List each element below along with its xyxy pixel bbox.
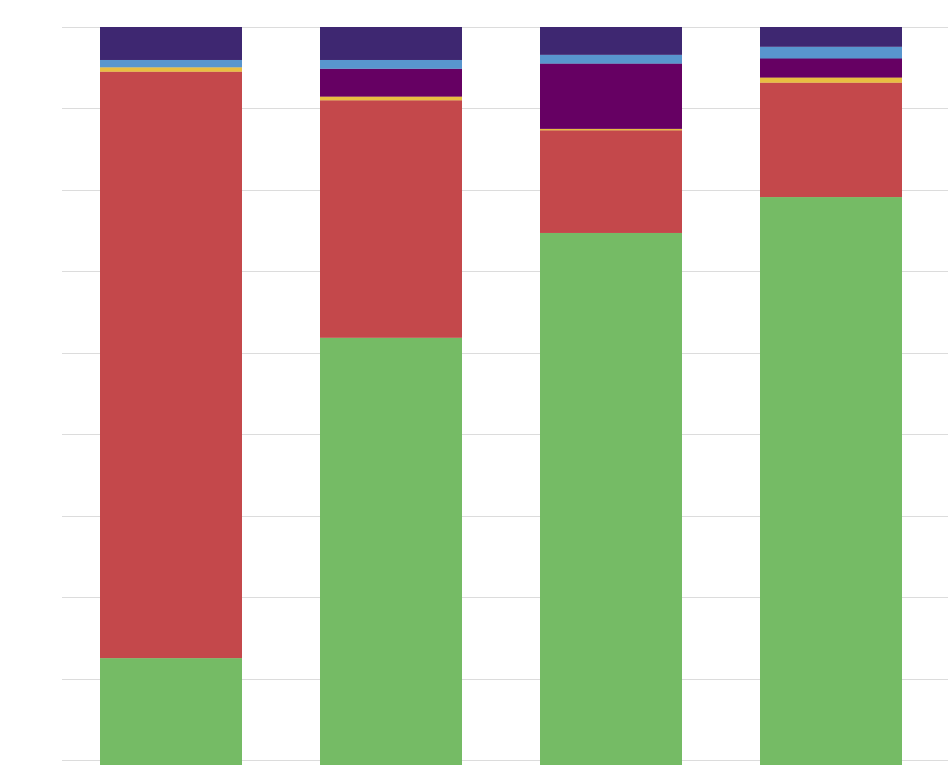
bar-segment-3-6 <box>540 27 682 55</box>
bar-segment-1-1 <box>100 658 242 760</box>
bar-segment-3-3 <box>540 128 682 131</box>
bar-segment-4-2 <box>760 82 902 198</box>
bar-segment-4-6 <box>760 27 902 47</box>
bar-segment-4-3 <box>760 77 902 83</box>
bar-stack-4 <box>760 27 902 765</box>
bar-segment-2-2 <box>320 100 462 338</box>
bar-segment-3-2 <box>540 130 682 233</box>
bar-stack-1 <box>100 27 242 765</box>
bar-segment-2-3 <box>320 96 462 101</box>
bar-base-4 <box>760 760 902 765</box>
bar-stack-3 <box>540 27 682 765</box>
bar-base-3 <box>540 760 682 765</box>
bar-segment-1-6 <box>100 27 242 60</box>
bar-base-1 <box>100 760 242 765</box>
bar-segment-3-1 <box>540 232 682 760</box>
bar-segment-4-1 <box>760 197 902 760</box>
bar-segment-2-6 <box>320 27 462 60</box>
bar-stack-2 <box>320 27 462 765</box>
bar-segment-1-5 <box>100 59 242 68</box>
bar-segment-1-2 <box>100 71 242 659</box>
bar-segment-1-3 <box>100 67 242 72</box>
bar-segment-4-5 <box>760 46 902 59</box>
bar-base-2 <box>320 760 462 765</box>
bar-segment-2-1 <box>320 337 462 760</box>
bar-segment-3-4 <box>540 63 682 129</box>
bar-stacks <box>100 27 902 765</box>
bar-segment-2-4 <box>320 68 462 97</box>
bar-segment-3-5 <box>540 54 682 64</box>
bar-segment-2-5 <box>320 59 462 69</box>
bar-segment-4-4 <box>760 58 902 78</box>
